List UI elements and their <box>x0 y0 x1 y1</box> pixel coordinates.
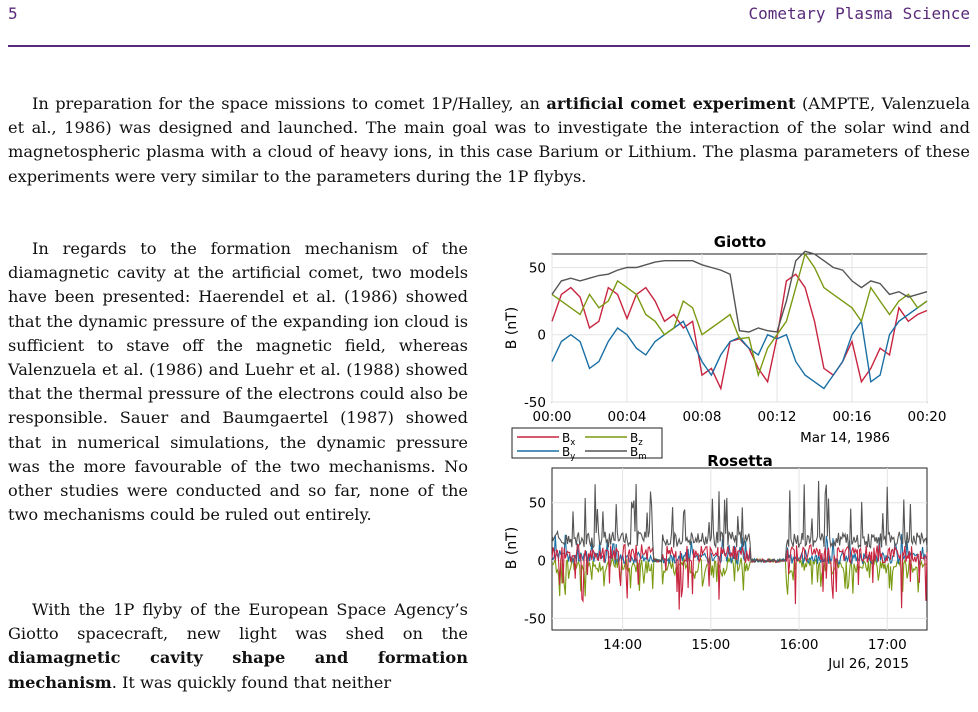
giotto-date-label: Mar 14, 1986 <box>800 430 890 446</box>
header-rule <box>8 45 970 47</box>
text-run: With the 1P flyby of the European Space … <box>8 600 468 644</box>
running-title: Cometary Plasma Science <box>748 4 970 23</box>
rosetta-series-bm <box>551 480 928 564</box>
magnetic-field-figure: Giotto B (nT) -50 0 50 00:00 00:04 00:08 00:1… <box>504 233 946 672</box>
giotto-y-tick-label: 0 <box>537 328 546 344</box>
text-run: In preparation for the space missions to… <box>32 94 547 113</box>
giotto-x-tick-label: 00:12 <box>758 409 797 425</box>
giotto-series-bz <box>551 252 928 378</box>
giotto-y-tick-label: -50 <box>524 395 546 411</box>
rosetta-x-tick-label: 15:00 <box>691 637 730 653</box>
rosetta-ylabel: B (nT) <box>504 527 520 569</box>
paragraph-formation-models: In regards to the formation mechanism of… <box>8 237 468 527</box>
giotto-x-tick-label: 00:00 <box>533 409 572 425</box>
rosetta-x-tick-label: 17:00 <box>868 637 907 653</box>
rosetta-y-tick-label: -50 <box>524 611 546 627</box>
giotto-y-tick-label: 50 <box>529 260 546 276</box>
bold-phrase: artificial comet experiment <box>546 94 796 113</box>
giotto-x-tick-label: 00:08 <box>683 409 722 425</box>
rosetta-y-tick-label: 50 <box>529 496 546 512</box>
page-number: 5 <box>8 4 18 23</box>
rosetta-title: Rosetta <box>707 452 772 470</box>
giotto-panel: Giotto B (nT) -50 0 50 00:00 00:04 00:08 00:1… <box>504 233 946 446</box>
legend: Bx Bz By Bm <box>511 427 663 462</box>
rosetta-date-label: Jul 26, 2015 <box>827 656 909 672</box>
rosetta-x-tick-label: 14:00 <box>603 637 642 653</box>
text-run: (AMPTE, Valenzuela et al., 1986) was des… <box>8 94 970 186</box>
paragraph-giotto-flyby: With the 1P flyby of the European Space … <box>8 598 468 695</box>
text-run: . It was quickly found that neither <box>111 672 392 692</box>
legend-box <box>511 427 663 459</box>
giotto-x-tick-label: 00:16 <box>833 409 872 425</box>
rosetta-series-bz <box>551 556 928 597</box>
rosetta-series-bx <box>551 543 928 610</box>
giotto-series-bm <box>551 250 928 333</box>
giotto-ylabel: B (nT) <box>504 307 520 349</box>
giotto-x-tick-label: 00:20 <box>908 409 947 425</box>
bold-phrase: diamagnetic cavity shape and formation m… <box>8 648 468 692</box>
rosetta-x-tick-label: 16:00 <box>780 637 819 653</box>
paragraph-intro: In preparation for the space missions to… <box>8 92 970 189</box>
text-run: In regards to the formation mechanism of… <box>8 239 468 525</box>
giotto-x-tick-label: 00:04 <box>608 409 647 425</box>
giotto-title: Giotto <box>714 233 766 251</box>
rosetta-panel: Rosetta B (nT) -50 0 50 14:00 15:00 16:00 17:… <box>504 452 928 672</box>
rosetta-y-tick-label: 0 <box>537 554 546 570</box>
running-header: 5 Cometary Plasma Science <box>8 2 970 28</box>
